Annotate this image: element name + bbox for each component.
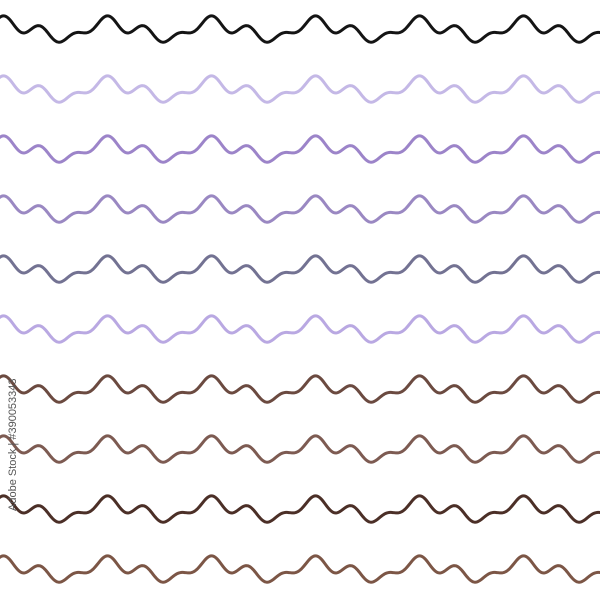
wavy-line-9 bbox=[0, 494, 600, 524]
wavy-line-7 bbox=[0, 374, 600, 404]
wavy-line-6 bbox=[0, 314, 600, 344]
wavy-line-4 bbox=[0, 194, 600, 224]
wavy-line-10 bbox=[0, 554, 600, 584]
wavy-line-1 bbox=[0, 14, 600, 44]
wavy-line-2 bbox=[0, 74, 600, 104]
wavy-line-8 bbox=[0, 434, 600, 464]
wavy-line-3 bbox=[0, 134, 600, 164]
wavy-line-5 bbox=[0, 254, 600, 284]
watermark-text: Adobe Stock | #390053343 bbox=[7, 378, 19, 511]
